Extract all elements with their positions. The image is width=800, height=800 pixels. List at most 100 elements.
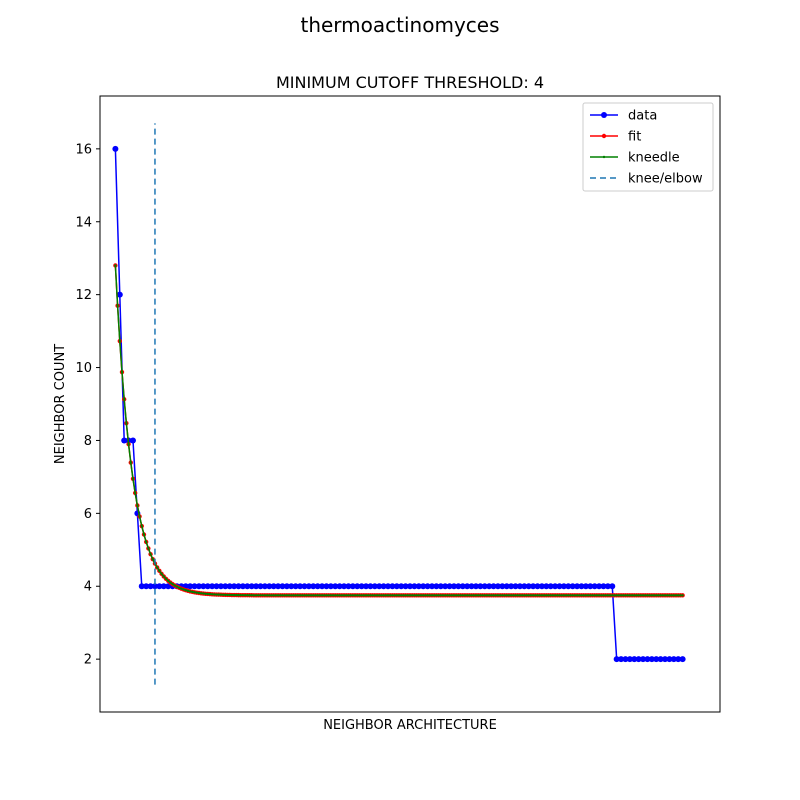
- kneedle-point-173: [494, 594, 497, 597]
- kneedle-point-75: [279, 594, 282, 597]
- kneedle-point-148: [439, 594, 442, 597]
- kneedle-point-196: [545, 594, 548, 597]
- plot-frame: [99, 95, 721, 713]
- kneedle-point-230: [619, 594, 623, 597]
- kneedle-point-236: [633, 594, 636, 597]
- data-point-129: [679, 656, 686, 663]
- data-point-9: [151, 583, 158, 590]
- kneedle-point-142: [426, 594, 429, 597]
- kneedle-point-133: [406, 594, 410, 597]
- data-point-17: [187, 583, 194, 590]
- kneedle-point-207: [569, 594, 572, 597]
- kneedle-point-144: [430, 594, 434, 597]
- data-point-121: [644, 656, 651, 663]
- data-point-104: [569, 583, 576, 590]
- data-point-80: [464, 583, 471, 590]
- kneedle-point-227: [613, 594, 616, 597]
- kneedle-point-98: [329, 594, 333, 597]
- data-point-110: [596, 583, 603, 590]
- data-point-41: [292, 583, 299, 590]
- kneedle-point-241: [644, 594, 647, 597]
- kneedle-point-130: [400, 594, 403, 597]
- kneedle-point-30: [180, 587, 183, 590]
- data-point-40: [288, 583, 295, 590]
- kneedle-point-213: [582, 594, 585, 597]
- kneedle-point-226: [611, 594, 614, 597]
- legend: data fit kneedle knee/elbow: [582, 102, 714, 192]
- kneedle-point-138: [417, 594, 420, 597]
- kneedle-point-220: [597, 594, 601, 597]
- kneedle-point-190: [531, 594, 535, 597]
- kneedle-point-172: [492, 594, 495, 597]
- kneedle-point-210: [575, 594, 579, 597]
- data-point-33: [257, 583, 264, 590]
- data-point-0: [112, 145, 119, 152]
- legend-label-data: data: [628, 109, 657, 124]
- data-point-34: [261, 583, 268, 590]
- kneedle-point-225: [608, 594, 612, 597]
- kneedle-point-136: [413, 594, 416, 597]
- kneedle-point-39: [199, 592, 203, 595]
- kneedle-point-107: [349, 594, 352, 597]
- kneedle-point-87: [305, 594, 308, 597]
- kneedle-point-166: [479, 594, 482, 597]
- y-tick-label-8: 8: [84, 434, 92, 449]
- data-point-83: [477, 583, 484, 590]
- kneedle-point-28: [175, 585, 179, 588]
- kneedle-point-104: [342, 594, 346, 597]
- kneedle-point-257: [679, 594, 682, 597]
- data-point-58: [367, 583, 374, 590]
- kneedle-point-102: [338, 594, 341, 597]
- kneedle-point-122: [382, 594, 385, 597]
- kneedle-point-191: [534, 594, 537, 597]
- kneedle-point-198: [549, 594, 552, 597]
- legend-marker-kneedle: [602, 155, 606, 159]
- plot-area: 2 4 6 8 10 12 14 16: [75, 95, 721, 713]
- kneedle-point-33: [186, 589, 190, 593]
- axes-layer: 2 4 6 8 10 12 14 16: [75, 142, 100, 668]
- kneedle-point-71: [270, 594, 273, 597]
- kneedle-point-215: [586, 594, 590, 597]
- data-point-53: [345, 583, 352, 590]
- kneedle-point-9: [133, 491, 137, 495]
- kneedle-point-252: [668, 594, 671, 597]
- kneedle-point-63: [252, 594, 256, 597]
- kneedle-point-97: [327, 594, 330, 597]
- kneedle-point-93: [318, 594, 322, 597]
- kneedle-point-27: [173, 584, 176, 587]
- kneedle-point-47: [217, 593, 220, 596]
- kneedle-point-170: [487, 594, 491, 597]
- kneedle-point-11: [138, 515, 141, 518]
- kneedle-point-78: [285, 594, 289, 597]
- kneedle-point-99: [331, 594, 335, 597]
- data-point-22: [209, 583, 216, 590]
- kneedle-point-13: [142, 533, 146, 536]
- kneedle-point-45: [213, 593, 216, 596]
- kneedle-point-141: [424, 594, 427, 597]
- data-point-38: [279, 583, 286, 590]
- kneedle-point-140: [421, 594, 425, 597]
- kneedle-point-41: [204, 592, 207, 595]
- kneedle-point-211: [578, 594, 581, 597]
- data-point-119: [635, 656, 642, 663]
- kneedle-point-150: [443, 594, 447, 597]
- kneedle-point-131: [402, 594, 405, 597]
- data-point-44: [305, 583, 312, 590]
- kneedle-point-204: [562, 594, 566, 597]
- kneedle-point-26: [171, 582, 174, 586]
- kneedle-point-48: [219, 593, 223, 596]
- kneedle-point-183: [516, 594, 519, 597]
- kneedle-point-42: [206, 592, 209, 596]
- data-point-76: [446, 583, 453, 590]
- kneedle-point-195: [542, 594, 546, 597]
- data-point-86: [490, 583, 497, 590]
- kneedle-point-219: [595, 594, 599, 597]
- data-point-54: [349, 583, 356, 590]
- data-point-39: [283, 583, 290, 590]
- kneedle-point-168: [483, 594, 486, 597]
- data-point-67: [407, 583, 413, 590]
- kneedle-point-187: [525, 594, 528, 597]
- kneedle-point-10: [136, 504, 139, 507]
- legend-label-kneedle: kneedle: [628, 151, 680, 166]
